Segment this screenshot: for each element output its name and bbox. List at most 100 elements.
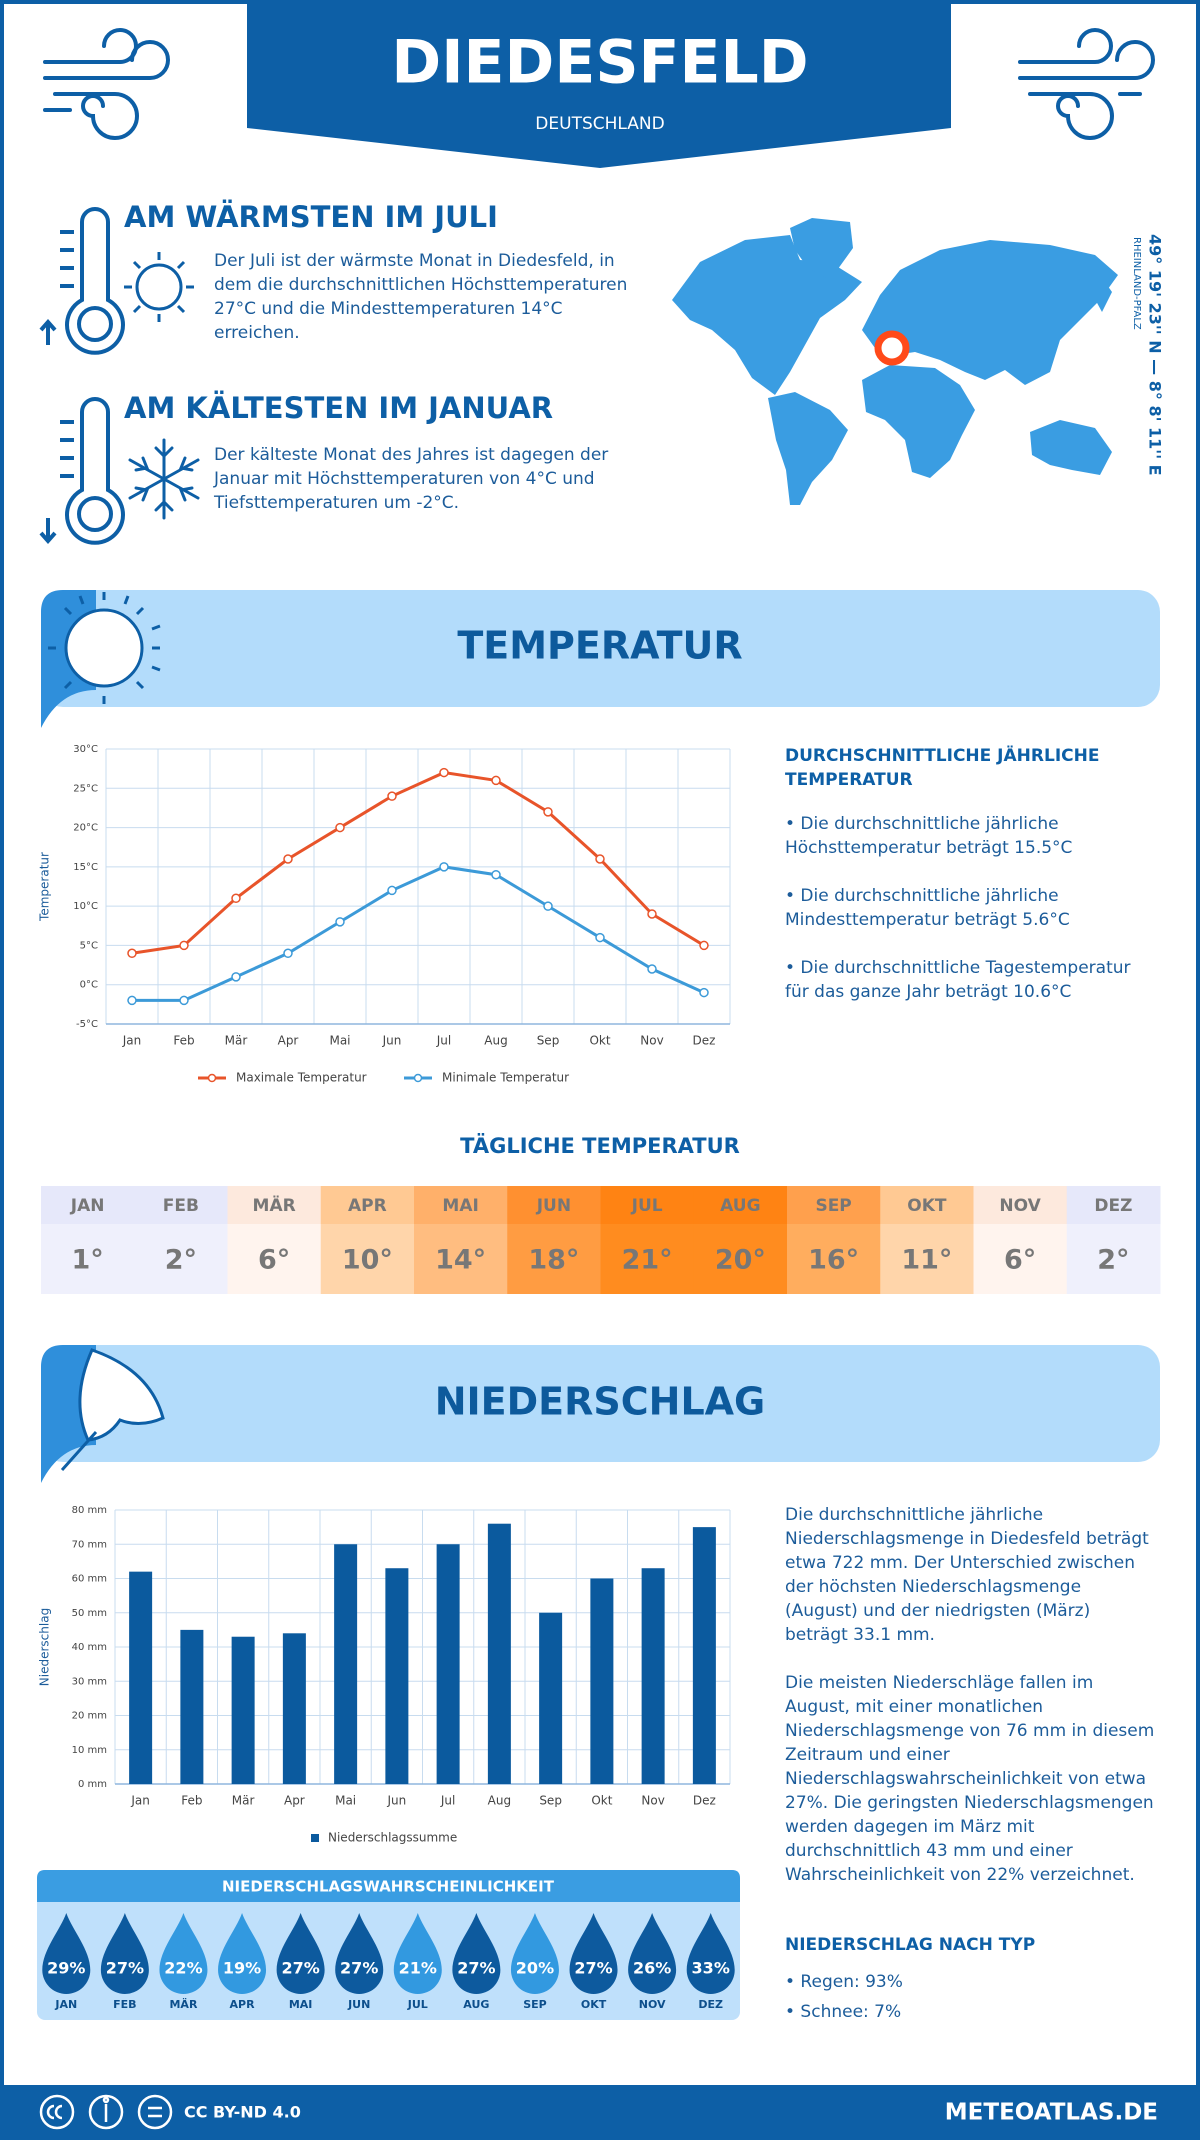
month-label: JUN: [347, 1998, 370, 2011]
table-cell: [414, 1224, 508, 1294]
y-tick-label: 50 mm: [72, 1608, 107, 1619]
x-tick-label: Mär: [225, 1034, 248, 1048]
bar: [487, 1523, 511, 1784]
table-cell: [1066, 1224, 1161, 1294]
line: [132, 865, 705, 1002]
probability-header: [37, 1870, 740, 1902]
drop: [569, 1913, 618, 1994]
point: [283, 854, 293, 864]
drop: [393, 1913, 442, 1994]
table-header-cell: [227, 1186, 322, 1224]
x-tick-label: Jul: [440, 1794, 455, 1808]
wind-icon: [43, 28, 170, 140]
x-tick-label: Mär: [232, 1794, 255, 1808]
point: [543, 807, 553, 817]
table-cell: [693, 1224, 788, 1294]
month-label: OKT: [581, 1998, 607, 2011]
bar: [590, 1578, 614, 1784]
location-marker: [874, 330, 910, 366]
thermometer-icon: [39, 397, 125, 545]
point: [699, 940, 709, 951]
coordinates: 49° 19' 23'' N — 8° 8' 11'' E: [1146, 234, 1165, 476]
table-cell: [507, 1224, 601, 1294]
month-label: FEB: [163, 1196, 199, 1216]
precipitation-text: Die durchschnittliche jährliche Niedersc…: [785, 1503, 1155, 1911]
temperature-value: 2°: [165, 1245, 197, 1276]
y-axis-title: Niederschlag: [38, 1608, 52, 1686]
probability-value: 27%: [457, 1959, 495, 1978]
x-tick-label: Dez: [693, 1794, 716, 1808]
section-banner: [41, 1345, 1160, 1462]
point: [127, 995, 137, 1006]
temperature-value: 6°: [1004, 1245, 1036, 1276]
month-label: SEP: [523, 1998, 547, 2011]
y-tick-label: 80 mm: [72, 1505, 107, 1516]
table-header-cell: [973, 1186, 1068, 1224]
point: [387, 791, 397, 801]
footer-bar: [0, 2085, 1200, 2140]
x-tick-label: Sep: [537, 1034, 560, 1048]
legend-label: Minimale Temperatur: [442, 1071, 569, 1085]
probability-title: NIEDERSCHLAGSWAHRSCHEINLICHKEIT: [222, 1878, 555, 1896]
month-label: JAN: [54, 1998, 77, 2011]
table-header-cell: [320, 1186, 415, 1224]
table-header-cell: [1066, 1186, 1161, 1224]
month-label: MAI: [442, 1196, 478, 1216]
point: [491, 775, 501, 786]
bar: [436, 1544, 460, 1784]
bar: [180, 1629, 204, 1784]
x-tick-label: Apr: [278, 1034, 299, 1048]
month-label: MAI: [289, 1998, 313, 2011]
y-axis-title: Temperatur: [38, 852, 52, 922]
header-title: DIEDESFELD: [391, 28, 808, 98]
legend-swatch: [413, 1073, 423, 1083]
point: [595, 932, 605, 943]
table-header-cell: [41, 1186, 135, 1224]
table-cell: [973, 1224, 1068, 1294]
x-tick-label: Jul: [436, 1034, 451, 1048]
temperature-value: 21°: [622, 1245, 673, 1276]
temperature-value: 10°: [342, 1245, 393, 1276]
license-icons: [39, 2094, 173, 2130]
bar: [385, 1568, 409, 1784]
probability-value: 27%: [574, 1959, 612, 1978]
probability-box: [37, 1870, 740, 2020]
daily-title: TÄGLICHE TEMPERATUR: [460, 1133, 740, 1158]
world-map: [672, 218, 1118, 505]
month-label: NOV: [999, 1196, 1041, 1216]
table-cell: [880, 1224, 974, 1294]
y-tick-label: 20 mm: [72, 1711, 107, 1722]
x-tick-label: Apr: [284, 1794, 305, 1808]
y-tick-label: -5°C: [76, 1019, 98, 1030]
drop: [100, 1913, 149, 1994]
table-cell: [134, 1224, 228, 1294]
x-tick-label: Jan: [122, 1034, 142, 1048]
bar: [129, 1571, 153, 1784]
point: [231, 893, 241, 904]
y-tick-label: 10 mm: [72, 1745, 107, 1756]
warmest-text: Der Juli ist der wärmste Monat in Diedes…: [214, 251, 628, 343]
month-label: APR: [230, 1998, 256, 2011]
table-cell: [41, 1224, 135, 1294]
point: [439, 767, 449, 778]
drop: [218, 1913, 267, 1994]
drop: [159, 1913, 208, 1994]
section-title: TEMPERATUR: [457, 624, 742, 668]
month-label: OKT: [907, 1196, 947, 1216]
x-tick-label: Nov: [641, 1794, 664, 1808]
temperature-value: 11°: [901, 1245, 952, 1276]
month-label: APR: [348, 1196, 387, 1216]
probability-value: 29%: [47, 1959, 85, 1978]
table-cell: [227, 1224, 322, 1294]
header-banner: [247, 0, 951, 168]
paragraph: Die meisten Niederschläge fallen im Augu…: [785, 1673, 1155, 1885]
snowflake-icon: [128, 438, 200, 520]
probability-value: 27%: [281, 1959, 319, 1978]
drop: [42, 1913, 91, 1994]
probability-value: 20%: [516, 1959, 554, 1978]
temperature-value: 1°: [71, 1245, 103, 1276]
x-tick-label: Dez: [693, 1034, 716, 1048]
probability-value: 27%: [340, 1959, 378, 1978]
temperature-value: 6°: [258, 1245, 290, 1276]
table-header-cell: [134, 1186, 228, 1224]
